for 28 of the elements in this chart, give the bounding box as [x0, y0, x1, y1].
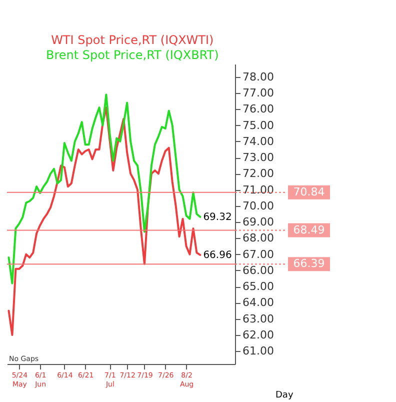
y-tick-label: 62.00	[242, 328, 274, 342]
y-tick-label: 77.00	[242, 86, 274, 100]
y-tick-label: 76.00	[242, 102, 274, 116]
y-tick-label: 70.00	[242, 199, 274, 212]
y-tick-label: 63.00	[242, 312, 274, 326]
y-tick-label: 74.00	[242, 134, 274, 148]
data-label: 69.32	[203, 212, 232, 223]
y-tick-label: 73.00	[242, 151, 274, 164]
text: WTI Spot Price,RT (IQXWTI)	[51, 33, 214, 47]
y-tick-label: 67.00	[242, 248, 274, 261]
y-tick-label: 78.00	[242, 70, 274, 84]
ref-line-label: 70.84	[293, 185, 325, 198]
y-tick-label: 66.00	[242, 264, 274, 277]
x-axis-title: Day	[276, 390, 294, 400]
y-tick-label: 61.00	[242, 344, 274, 358]
line-series	[8, 106, 202, 336]
y-tick-label: 65.00	[242, 280, 274, 294]
line-series	[8, 94, 202, 284]
y-tick-label: 64.00	[242, 296, 274, 310]
text: Brent Spot Price,RT (IQXBRT)	[46, 48, 219, 62]
ref-line-label: 68.49	[293, 223, 325, 236]
y-tick-label: 68.00	[242, 232, 274, 245]
y-tick-label: 75.00	[242, 118, 274, 132]
y-tick-label: 72.00	[242, 167, 274, 180]
ref-line-label: 66.39	[293, 257, 325, 270]
y-tick-label: 71.00	[242, 183, 274, 196]
y-tick-label: 69.00	[242, 216, 274, 229]
data-label: 66.96	[203, 250, 232, 261]
